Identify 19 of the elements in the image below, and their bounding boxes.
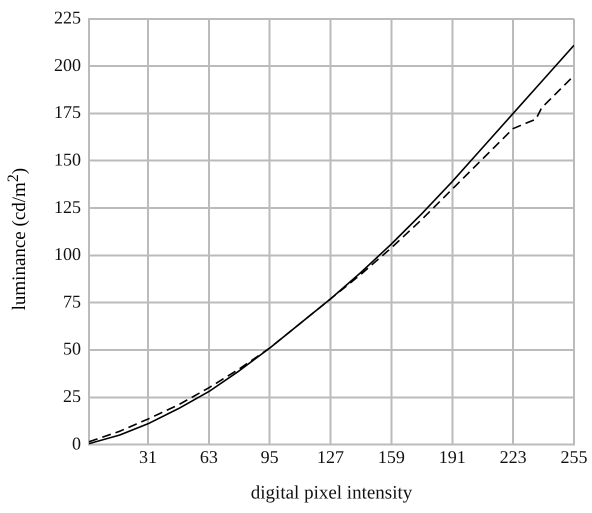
x-tick-label: 191 — [438, 447, 466, 468]
x-tick-label: 31 — [138, 447, 157, 468]
x-tick-label: 159 — [378, 447, 405, 468]
x-tick-label: 223 — [500, 447, 527, 468]
y-tick-label: 25 — [63, 386, 81, 406]
x-tick-label: 127 — [317, 447, 344, 468]
y-tick-label: 50 — [63, 338, 81, 359]
y-tick-label: 100 — [54, 244, 81, 264]
x-tick-label: 255 — [560, 447, 588, 468]
x-tick-label: 63 — [200, 447, 218, 468]
y-tick-label: 125 — [54, 196, 81, 217]
y-tick-label: 175 — [54, 102, 81, 122]
y-tick-label: 225 — [54, 8, 81, 28]
y-tick-label: 150 — [54, 149, 81, 170]
y-tick-label: 200 — [54, 54, 81, 75]
y-tick-label: 75 — [63, 291, 81, 312]
x-tick-label: 95 — [260, 447, 279, 468]
x-axis-title: digital pixel intensity — [250, 482, 413, 504]
y-tick-label: 0 — [72, 433, 81, 454]
